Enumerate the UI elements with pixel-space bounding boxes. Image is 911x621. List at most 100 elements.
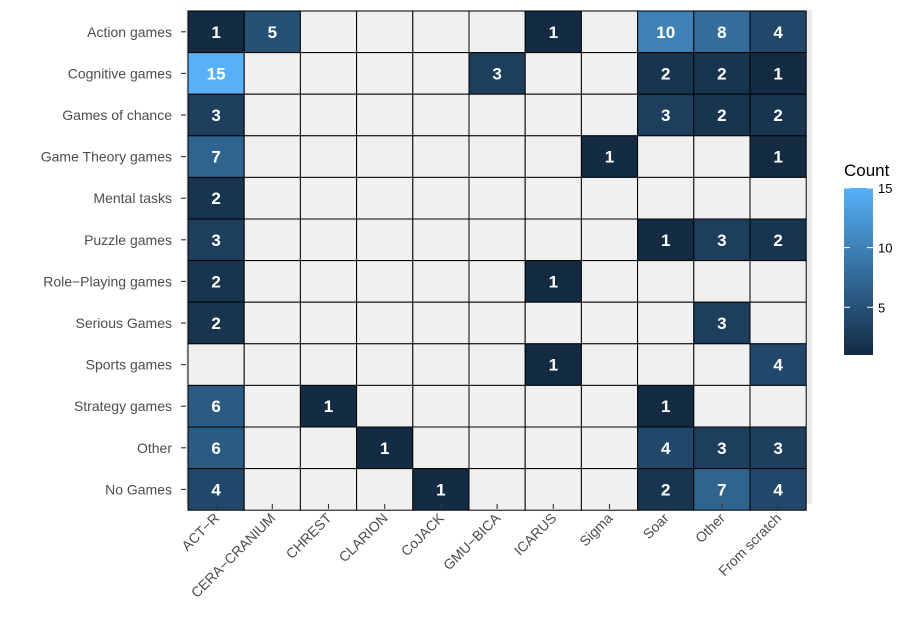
heatmap-cell	[243, 260, 301, 303]
heatmap-cell	[580, 468, 639, 511]
cell-value-label: 2	[211, 189, 220, 208]
heatmap-cell	[243, 426, 301, 470]
heatmap-cell	[412, 218, 470, 262]
legend-colorbar	[844, 188, 873, 355]
heatmap-cell	[580, 260, 639, 303]
heatmap-cell	[637, 176, 695, 220]
heatmap-cell	[749, 343, 807, 386]
heatmap-cells: 1 5 1 10 8 415 3 2 2 13 3 2 27 1 123 1 3 22 12 31 46 1 16 1 4 3 34…	[187, 10, 807, 511]
heatmap-cell	[524, 93, 582, 137]
heatmap-cell	[580, 384, 639, 428]
heatmap-cell	[524, 468, 582, 511]
y-tick-label: Cognitive games	[68, 65, 172, 81]
heatmap-cell	[693, 260, 751, 303]
heatmap-cell	[243, 468, 301, 511]
heatmap-cell	[637, 93, 695, 137]
cell-value-label: 4	[773, 23, 783, 42]
cell-value-label: 3	[211, 106, 220, 125]
heatmap-cell	[468, 135, 526, 178]
heatmap-cell	[749, 468, 807, 511]
heatmap-cell	[356, 384, 414, 428]
heatmap-cell	[299, 176, 358, 220]
heatmap-cell	[524, 218, 582, 262]
heatmap-cell	[243, 93, 301, 137]
cell-value-label: 5	[268, 23, 277, 42]
heatmap-cell	[299, 10, 358, 54]
heatmap-cell	[468, 176, 526, 220]
cell-value-label: 1	[773, 148, 782, 167]
heatmap-cell	[299, 384, 358, 428]
x-tick-label: GMU−BICA	[440, 509, 504, 573]
heatmap-cell	[356, 260, 414, 303]
y-tick-label: Mental tasks	[93, 190, 172, 206]
heatmap-cell	[468, 343, 526, 386]
cell-value-label: 2	[717, 64, 726, 83]
heatmap-cell	[524, 10, 582, 54]
heatmap-cell	[299, 93, 358, 137]
y-tick-label: Puzzle games	[84, 232, 172, 248]
y-tick-label: Game Theory games	[41, 149, 172, 165]
heatmap-cell	[693, 135, 751, 178]
cell-value-label: 2	[661, 64, 670, 83]
heatmap-cell	[749, 260, 807, 303]
cell-value-label: 2	[717, 106, 726, 125]
cell-value-label: 4	[211, 480, 221, 499]
cell-value-label: 1	[605, 148, 614, 167]
cell-value-label: 1	[211, 23, 220, 42]
heatmap-cell	[580, 10, 639, 54]
heatmap-cell	[356, 343, 414, 386]
heatmap-cell	[580, 301, 639, 345]
heatmap-cell	[299, 135, 358, 178]
cell-value-label: 1	[436, 480, 445, 499]
heatmap-cell	[580, 426, 639, 470]
heatmap-cell	[749, 135, 807, 178]
y-tick-label: No Games	[105, 481, 172, 497]
heatmap-cell	[412, 343, 470, 386]
heatmap-cell	[693, 218, 751, 262]
heatmap-cell	[412, 468, 470, 511]
cell-value-label: 3	[717, 231, 726, 250]
heatmap-cell	[749, 301, 807, 345]
heatmap-cell	[187, 343, 245, 386]
x-tick-label: CHREST	[283, 509, 335, 561]
heatmap-cell	[468, 260, 526, 303]
y-tick-label: Sports games	[86, 357, 172, 373]
heatmap-cell	[187, 384, 245, 428]
heatmap-cell	[524, 135, 582, 178]
y-tick-label: Other	[137, 440, 172, 456]
heatmap-cell	[412, 52, 470, 95]
heatmap-cell	[356, 135, 414, 178]
cell-value-label: 1	[661, 231, 670, 250]
cell-value-label: 3	[717, 314, 726, 333]
cell-value-label: 1	[324, 397, 333, 416]
heatmap-cell	[356, 10, 414, 54]
cell-value-label: 2	[773, 231, 782, 250]
heatmap-cell	[412, 176, 470, 220]
legend-ticks: 5 10 15	[844, 181, 892, 315]
heatmap-cell	[637, 135, 695, 178]
x-tick-label: Sigma	[576, 510, 616, 550]
heatmap-cell	[243, 135, 301, 178]
y-tick-label: Serious Games	[76, 315, 172, 331]
cell-value-label: 1	[549, 356, 558, 375]
y-axis-labels: Action games Cognitive games Games of chan…	[41, 24, 186, 497]
heatmap-cell	[412, 384, 470, 428]
cell-value-label: 1	[549, 272, 558, 291]
cell-value-label: 1	[380, 439, 389, 458]
cell-value-label: 6	[211, 397, 220, 416]
heatmap-cell	[243, 343, 301, 386]
cell-value-label: 15	[207, 64, 226, 83]
heatmap-cell	[468, 10, 526, 54]
heatmap-cell	[637, 52, 695, 95]
cell-value-label: 4	[773, 356, 783, 375]
heatmap-cell	[749, 93, 807, 137]
heatmap-cell	[580, 93, 639, 137]
heatmap-cell	[693, 343, 751, 386]
legend-title: Count	[844, 161, 890, 180]
cell-value-label: 3	[717, 439, 726, 458]
heatmap-cell	[468, 468, 526, 511]
heatmap-cell	[299, 426, 358, 470]
cell-value-label: 8	[717, 23, 726, 42]
heatmap-cell	[524, 301, 582, 345]
